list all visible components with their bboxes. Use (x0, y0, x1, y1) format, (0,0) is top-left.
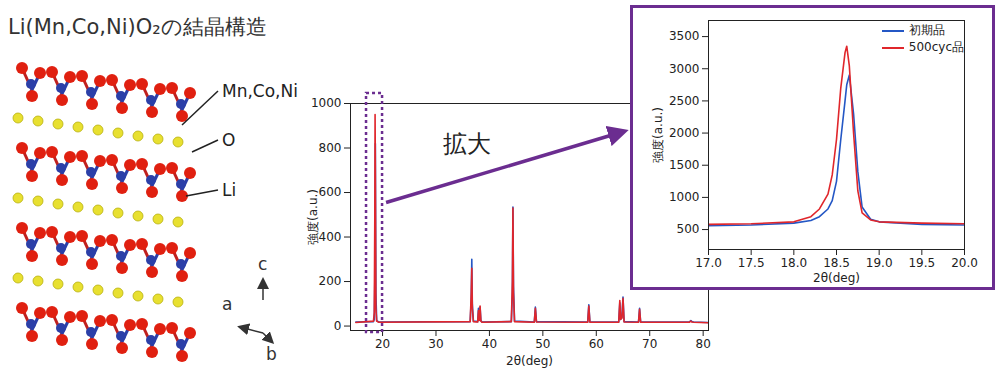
svg-text:200: 200 (319, 274, 342, 288)
svg-text:1500: 1500 (669, 158, 700, 172)
svg-text:20: 20 (375, 337, 390, 351)
html-text:初期品: 初期品 (908, 23, 945, 37)
svg-text:a: a (222, 294, 232, 314)
svg-text:19.5: 19.5 (908, 256, 935, 270)
svg-text:18.0: 18.0 (780, 256, 807, 270)
svg-text:拡大: 拡大 (443, 130, 491, 158)
svg-text:2500: 2500 (669, 94, 700, 108)
svg-text:400: 400 (319, 230, 342, 244)
html-text:500cyc品: 500cyc品 (908, 40, 964, 54)
svg-text:強度(a.u.): 強度(a.u.) (651, 107, 665, 163)
svg-text:80: 80 (696, 337, 711, 351)
svg-text:O: O (222, 130, 235, 150)
svg-text:c: c (258, 254, 267, 274)
svg-text:20.0: 20.0 (951, 256, 978, 270)
svg-text:600: 600 (319, 185, 342, 199)
svg-text:0: 0 (334, 319, 342, 333)
svg-text:1000: 1000 (311, 96, 342, 110)
svg-text:3500: 3500 (669, 29, 700, 43)
svg-text:19.0: 19.0 (866, 256, 893, 270)
svg-text:b: b (266, 344, 277, 364)
svg-text:強度(a.u.): 強度(a.u.) (306, 189, 320, 245)
svg-text:Li: Li (222, 180, 236, 200)
svg-text:17.0: 17.0 (695, 256, 722, 270)
svg-text:800: 800 (319, 141, 342, 155)
svg-text:2θ(deg): 2θ(deg) (506, 354, 553, 368)
svg-text:17.5: 17.5 (738, 256, 765, 270)
svg-text:70: 70 (642, 337, 657, 351)
svg-text:Mn,Co,Ni: Mn,Co,Ni (222, 81, 298, 101)
svg-text:60: 60 (589, 337, 604, 351)
svg-text:Li(Mn,Co,Ni)O₂の結晶構造: Li(Mn,Co,Ni)O₂の結晶構造 (8, 15, 267, 39)
svg-text:30: 30 (428, 337, 443, 351)
svg-text:500: 500 (677, 222, 700, 236)
svg-text:40: 40 (482, 337, 497, 351)
svg-text:2θ(deg): 2θ(deg) (813, 271, 860, 285)
svg-text:1000: 1000 (669, 190, 700, 204)
svg-text:50: 50 (535, 337, 550, 351)
svg-text:3000: 3000 (669, 62, 700, 76)
svg-text:18.5: 18.5 (823, 256, 850, 270)
svg-text:2000: 2000 (669, 126, 700, 140)
